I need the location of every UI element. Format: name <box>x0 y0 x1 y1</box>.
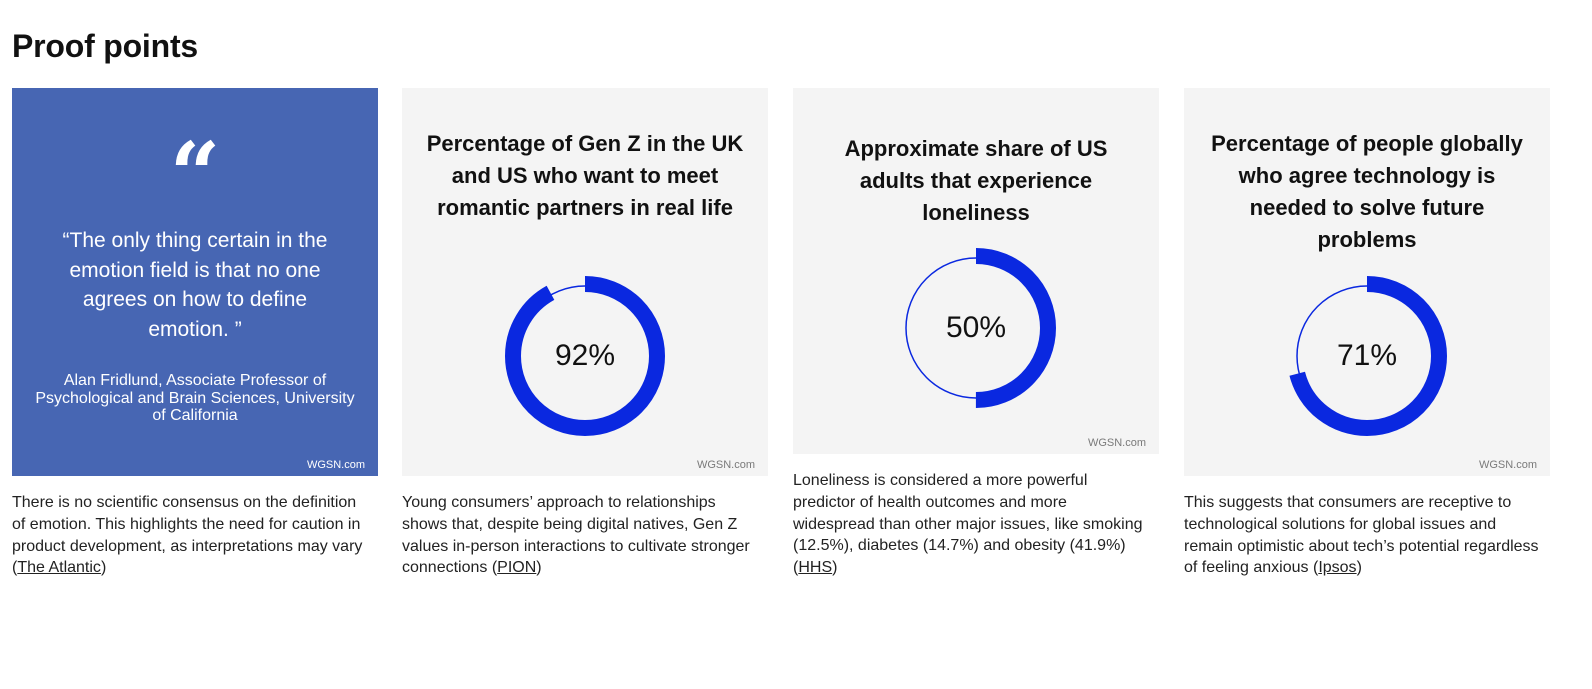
source-link[interactable]: HHS <box>798 559 833 577</box>
caption-end: ) <box>1356 559 1362 577</box>
stat-value: 50% <box>945 311 1007 344</box>
watermark: WGSN.com <box>1478 459 1537 471</box>
card-caption: Loneliness is considered a more powerful… <box>793 470 1159 579</box>
donut-ring <box>896 248 1056 408</box>
section-title: Proof points <box>12 28 199 64</box>
stat-value: 71% <box>1336 339 1398 372</box>
card-caption: This suggests that consumers are recepti… <box>1184 492 1550 579</box>
caption-text: Young consumers’ approach to relationshi… <box>402 494 750 577</box>
donut-ring <box>505 276 665 436</box>
stat-title: Percentage of people globally who agree … <box>1211 131 1523 252</box>
watermark: WGSN.com <box>1087 437 1146 449</box>
donut-arc <box>896 248 1056 408</box>
donut-chart: 50% <box>896 248 1056 408</box>
source-link[interactable]: The Atlantic <box>17 559 101 577</box>
donut-arc <box>505 276 665 436</box>
stat-card-loneliness: Approximate share of US adults that expe… <box>793 88 1159 576</box>
watermark: WGSN.com <box>306 459 365 471</box>
donut-arc <box>1287 276 1447 436</box>
donut-chart: 71% <box>1287 276 1447 436</box>
caption-end: ) <box>832 559 838 577</box>
card-caption: Young consumers’ approach to relationshi… <box>402 492 768 579</box>
caption-end: ) <box>536 559 542 577</box>
card-caption: There is no scientific consensus on the … <box>12 492 378 579</box>
stat-title: Approximate share of US adults that expe… <box>844 136 1108 225</box>
quote-panel: “ “The only thing certain in the emotion… <box>12 88 378 476</box>
quote-text: “The only thing certain in the emotion f… <box>62 229 328 341</box>
stat-panel: Percentage of Gen Z in the UK and US who… <box>402 88 768 476</box>
caption-text: This suggests that consumers are recepti… <box>1184 494 1539 577</box>
source-link[interactable]: PION <box>497 559 537 577</box>
caption-text: There is no scientific consensus on the … <box>12 494 363 577</box>
quote-card: “ “The only thing certain in the emotion… <box>12 88 378 579</box>
caption-text: Loneliness is considered a more powerful… <box>793 472 1143 577</box>
watermark: WGSN.com <box>696 459 755 471</box>
source-link[interactable]: Ipsos <box>1318 559 1357 577</box>
quote-author: Alan Fridlund, Associate Professor of Ps… <box>35 372 355 424</box>
stat-panel: Approximate share of US adults that expe… <box>793 88 1159 454</box>
stat-panel: Percentage of people globally who agree … <box>1184 88 1550 476</box>
caption-end: ) <box>100 559 107 577</box>
stat-title: Percentage of Gen Z in the UK and US who… <box>426 131 744 220</box>
stat-card-gen-z: Percentage of Gen Z in the UK and US who… <box>402 88 768 579</box>
quote-mark-icon: “ <box>169 122 221 226</box>
donut-ring <box>1287 276 1447 436</box>
stat-card-technology: Percentage of people globally who agree … <box>1184 88 1550 579</box>
stat-value: 92% <box>554 339 616 372</box>
donut-chart: 92% <box>505 276 665 436</box>
